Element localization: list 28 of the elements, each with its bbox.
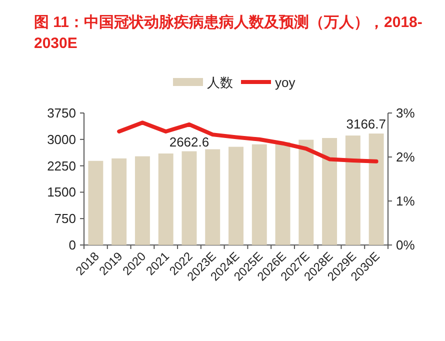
- y2-tick-label: 0%: [396, 238, 416, 252]
- bar: [88, 160, 104, 245]
- bar: [298, 140, 314, 245]
- y-tick-label: 1500: [47, 184, 76, 200]
- y-tick-label: 2250: [47, 158, 76, 174]
- bar: [252, 144, 267, 245]
- bar: [228, 146, 244, 245]
- y2-tick-label: 3%: [396, 106, 416, 120]
- bar: [158, 153, 174, 245]
- y2-tick-label: 2%: [396, 150, 416, 164]
- bar: [112, 158, 127, 245]
- y-tick-label: 0: [68, 238, 76, 252]
- data-label: 2662.6: [169, 134, 210, 150]
- bar: [275, 142, 290, 245]
- bar: [134, 156, 150, 245]
- y-tick-label: 3000: [47, 132, 76, 147]
- legend-label: yoy: [275, 75, 296, 90]
- y-tick-label: 750: [54, 211, 76, 226]
- y2-tick-label: 1%: [396, 194, 416, 208]
- y-tick-label: 3750: [47, 106, 76, 120]
- chart-title: 图 11：中国冠状动脉疾病患病人数及预测（万人），2018-2030E: [34, 13, 424, 54]
- data-label: 3166.7: [346, 116, 386, 132]
- bar: [368, 134, 384, 245]
- legend-label: 人数: [207, 75, 233, 90]
- bar: [205, 149, 220, 245]
- bar: [182, 151, 197, 245]
- bar: [322, 138, 338, 245]
- bar: [345, 136, 360, 245]
